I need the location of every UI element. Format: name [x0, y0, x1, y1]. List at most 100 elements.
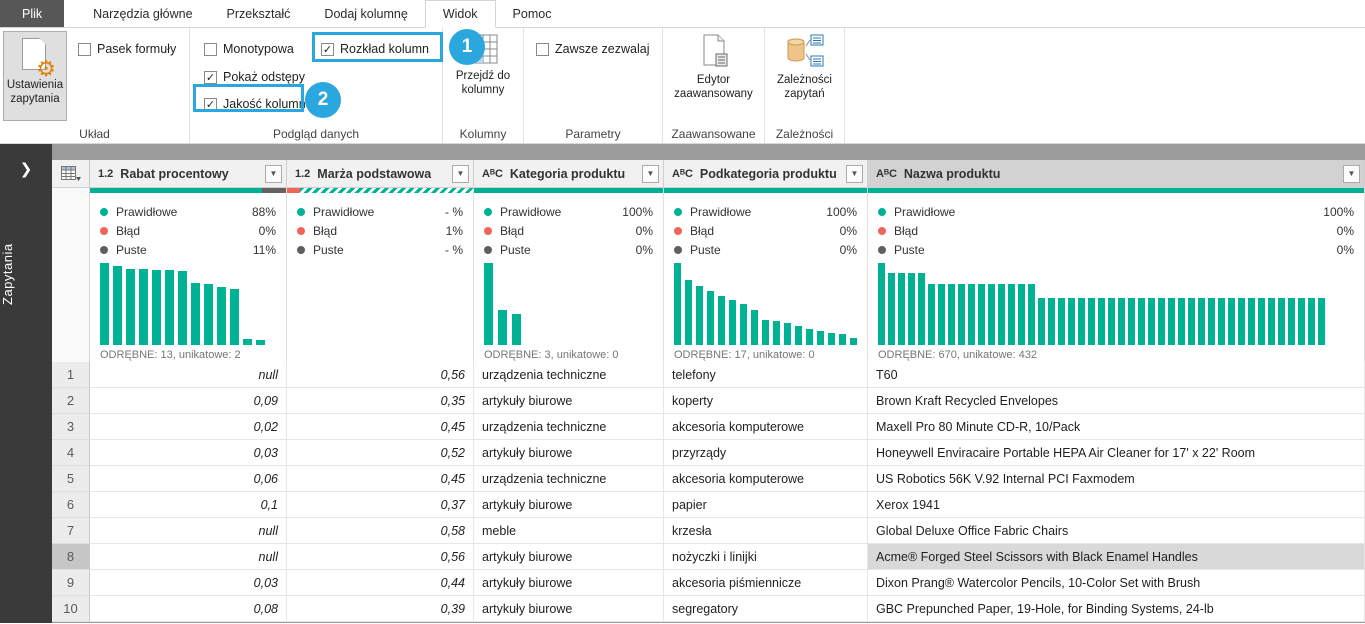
- histogram-bar[interactable]: [839, 334, 846, 345]
- histogram-bar[interactable]: [1048, 298, 1055, 345]
- show-whitespace-checkbox[interactable]: ✓ Pokaż odstępy: [204, 70, 305, 84]
- histogram-bar[interactable]: [1148, 298, 1155, 345]
- column-header-1[interactable]: 1.2 Rabat procentowy ▼: [90, 160, 287, 188]
- histogram-bar[interactable]: [1288, 298, 1295, 345]
- table-cell[interactable]: papier: [664, 492, 868, 518]
- monotype-checkbox[interactable]: Monotypowa: [204, 42, 294, 56]
- histogram-bar[interactable]: [204, 284, 213, 345]
- histogram-bar[interactable]: [707, 291, 714, 345]
- table-cell[interactable]: artykuły biurowe: [474, 492, 664, 518]
- tab-widok[interactable]: Widok: [424, 0, 496, 28]
- histogram-bar[interactable]: [1098, 298, 1105, 345]
- histogram-bar[interactable]: [806, 329, 813, 345]
- histogram-bar[interactable]: [1308, 298, 1315, 345]
- histogram-bar[interactable]: [139, 269, 148, 345]
- table-cell[interactable]: telefony: [664, 362, 868, 388]
- table-cell[interactable]: Global Deluxe Office Fabric Chairs: [868, 518, 1365, 544]
- table-cell[interactable]: artykuły biurowe: [474, 570, 664, 596]
- histogram-bar[interactable]: [1278, 298, 1285, 345]
- table-cell[interactable]: 0,39: [287, 596, 474, 622]
- histogram-bar[interactable]: [908, 273, 915, 345]
- histogram-bar[interactable]: [817, 331, 824, 345]
- table-cell[interactable]: US Robotics 56K V.92 Internal PCI Faxmod…: [868, 466, 1365, 492]
- row-number-cell[interactable]: 10: [52, 596, 90, 622]
- table-cell[interactable]: przyrządy: [664, 440, 868, 466]
- expand-pane-icon[interactable]: ❯: [19, 161, 33, 178]
- row-number-cell[interactable]: 3: [52, 414, 90, 440]
- histogram-bar[interactable]: [1018, 284, 1025, 345]
- table-cell[interactable]: meble: [474, 518, 664, 544]
- table-cell[interactable]: urządzenia techniczne: [474, 466, 664, 492]
- query-settings-button[interactable]: ⚙ Ustawienia zapytania: [3, 31, 67, 121]
- table-cell[interactable]: urządzenia techniczne: [474, 414, 664, 440]
- histogram-bar[interactable]: [751, 310, 758, 345]
- histogram-bar[interactable]: [1078, 298, 1085, 345]
- table-cell[interactable]: nożyczki i linijki: [664, 544, 868, 570]
- histogram-bar[interactable]: [1088, 298, 1095, 345]
- table-cell[interactable]: Acme® Forged Steel Scissors with Black E…: [868, 544, 1365, 570]
- table-cell[interactable]: urządzenia techniczne: [474, 362, 664, 388]
- table-cell[interactable]: Brown Kraft Recycled Envelopes: [868, 388, 1365, 414]
- table-cell[interactable]: artykuły biurowe: [474, 544, 664, 570]
- queries-pane-label[interactable]: Zapytania: [0, 243, 15, 305]
- histogram-bar[interactable]: [898, 273, 905, 345]
- table-cell[interactable]: Honeywell Enviracaire Portable HEPA Air …: [868, 440, 1365, 466]
- column-header-5[interactable]: AᴮC Nazwa produktu ▼: [868, 160, 1365, 188]
- row-number-cell[interactable]: 5: [52, 466, 90, 492]
- histogram-bar[interactable]: [178, 271, 187, 345]
- table-cell[interactable]: 0,56: [287, 544, 474, 570]
- histogram-bar[interactable]: [191, 283, 200, 345]
- table-cell[interactable]: 0,03: [90, 440, 287, 466]
- histogram-bar[interactable]: [938, 284, 945, 345]
- table-cell[interactable]: akcesoria komputerowe: [664, 466, 868, 492]
- histogram-bar[interactable]: [217, 287, 226, 345]
- tab-przeksztalc[interactable]: Przekształć: [226, 6, 291, 21]
- table-cell[interactable]: artykuły biurowe: [474, 388, 664, 414]
- histogram-bar[interactable]: [1158, 298, 1165, 345]
- table-cell[interactable]: Maxell Pro 80 Minute CD-R, 10/Pack: [868, 414, 1365, 440]
- table-cell[interactable]: 0,45: [287, 414, 474, 440]
- histogram-bar[interactable]: [888, 273, 895, 345]
- table-cell[interactable]: 0,45: [287, 466, 474, 492]
- table-cell[interactable]: 0,1: [90, 492, 287, 518]
- histogram-bar[interactable]: [512, 314, 521, 345]
- histogram-bar[interactable]: [878, 263, 885, 345]
- histogram-bar[interactable]: [1008, 284, 1015, 345]
- histogram-bar[interactable]: [1028, 284, 1035, 345]
- table-cell[interactable]: 0,08: [90, 596, 287, 622]
- row-number-cell[interactable]: 4: [52, 440, 90, 466]
- table-cell[interactable]: krzesła: [664, 518, 868, 544]
- histogram-bar[interactable]: [928, 284, 935, 345]
- histogram-bar[interactable]: [498, 310, 507, 345]
- column-header-2[interactable]: 1.2 Marża podstawowa ▼: [287, 160, 474, 188]
- histogram-bar[interactable]: [1118, 298, 1125, 345]
- tab-plik[interactable]: Plik: [0, 0, 65, 27]
- histogram-bar[interactable]: [113, 266, 122, 345]
- histogram-bar[interactable]: [674, 263, 681, 345]
- histogram-bar[interactable]: [762, 320, 769, 345]
- table-cell[interactable]: Dixon Prang® Watercolor Pencils, 10-Colo…: [868, 570, 1365, 596]
- column-filter-dropdown[interactable]: ▼: [265, 164, 282, 183]
- histogram-bar[interactable]: [1068, 298, 1075, 345]
- histogram-bar[interactable]: [1238, 298, 1245, 345]
- table-cell[interactable]: koperty: [664, 388, 868, 414]
- histogram-bar[interactable]: [1178, 298, 1185, 345]
- histogram-bar[interactable]: [998, 284, 1005, 345]
- table-cell[interactable]: null: [90, 362, 287, 388]
- histogram-bar[interactable]: [1058, 298, 1065, 345]
- histogram-bar[interactable]: [126, 269, 135, 345]
- histogram-bar[interactable]: [978, 284, 985, 345]
- row-number-cell[interactable]: 1: [52, 362, 90, 388]
- table-cell[interactable]: 0,44: [287, 570, 474, 596]
- histogram-bar[interactable]: [1248, 298, 1255, 345]
- table-corner-button[interactable]: [52, 160, 90, 188]
- row-number-cell[interactable]: 8: [52, 544, 90, 570]
- histogram-bar[interactable]: [828, 333, 835, 345]
- histogram-bar[interactable]: [850, 338, 857, 345]
- histogram-bar[interactable]: [773, 321, 780, 345]
- column-filter-dropdown[interactable]: ▼: [452, 164, 469, 183]
- histogram-bar[interactable]: [718, 296, 725, 345]
- column-header-3[interactable]: AᴮC Kategoria produktu ▼: [474, 160, 664, 188]
- histogram-bar[interactable]: [988, 284, 995, 345]
- histogram-bar[interactable]: [165, 270, 174, 345]
